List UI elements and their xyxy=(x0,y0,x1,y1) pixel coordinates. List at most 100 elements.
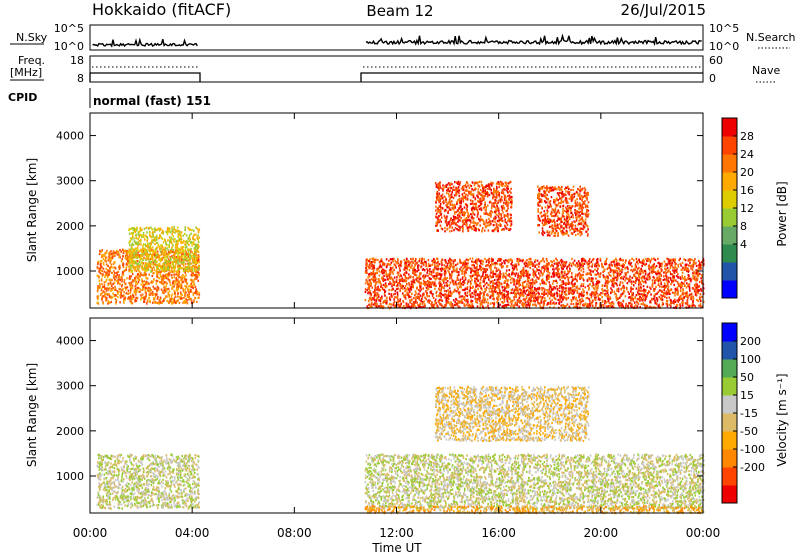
power-data-cell xyxy=(664,271,666,274)
power-data-cell xyxy=(676,270,678,273)
power-data-cell xyxy=(159,273,162,276)
power-data-cell xyxy=(188,291,190,294)
power-data-cell xyxy=(161,278,163,282)
power-data-cell xyxy=(371,261,373,264)
power-data-cell xyxy=(118,274,120,277)
power-data-cell xyxy=(430,270,433,273)
power-data-cell xyxy=(141,280,144,283)
power-data-cell xyxy=(498,263,501,266)
power-data-cell xyxy=(513,298,516,301)
power-data-cell xyxy=(446,284,448,287)
power-data-cell xyxy=(533,291,536,295)
power-data-cell xyxy=(569,267,571,270)
power-data-cell xyxy=(551,282,554,285)
power-data-cell xyxy=(658,261,660,265)
power-data-cell xyxy=(630,280,632,283)
power-data-cell xyxy=(632,292,634,295)
power-data-cell xyxy=(492,285,495,288)
power-data-cell xyxy=(396,282,399,285)
power-data-cell xyxy=(506,274,508,277)
power-data-cell xyxy=(487,294,489,297)
power-data-cell xyxy=(691,264,693,267)
power-data-cell xyxy=(171,293,174,296)
power-data-cell xyxy=(122,271,125,274)
power-data-cell xyxy=(184,232,186,235)
power-data-cell xyxy=(547,268,549,271)
power-data-cell xyxy=(414,270,417,273)
power-data-cell xyxy=(129,269,132,272)
power-data-cell xyxy=(437,260,439,263)
power-data-cell xyxy=(383,288,385,292)
power-data-cell xyxy=(522,287,524,290)
power-data-cell xyxy=(444,269,447,272)
power-data-cell xyxy=(517,276,519,279)
power-data-cell xyxy=(170,267,173,270)
power-data-cell xyxy=(159,301,162,304)
power-data-cell xyxy=(171,282,174,285)
power-data-cell xyxy=(594,273,596,276)
power-data-cell xyxy=(163,281,166,284)
power-data-cell xyxy=(132,256,134,259)
power-data-cell xyxy=(372,269,375,272)
power-data-cell xyxy=(399,273,402,276)
power-data-cell xyxy=(522,290,524,293)
power-data-cell xyxy=(157,301,159,304)
power-data-cell xyxy=(631,276,634,279)
power-data-cell xyxy=(573,259,576,262)
power-data-cell xyxy=(153,268,156,271)
power-data-cell xyxy=(108,252,110,255)
power-data-cell xyxy=(137,244,139,247)
power-data-cell xyxy=(182,246,185,249)
power-data-cell xyxy=(546,273,549,276)
power-data-cell xyxy=(182,301,184,304)
power-data-cell xyxy=(668,262,670,265)
power-data-cell xyxy=(556,266,559,269)
power-data-cell xyxy=(161,301,164,305)
power-data-cell xyxy=(684,263,687,266)
power-data-cell xyxy=(134,269,136,272)
power-data-cell xyxy=(431,259,433,262)
power-data-cell xyxy=(498,283,501,286)
power-data-cell xyxy=(166,274,168,277)
power-data-cell xyxy=(162,267,165,270)
power-data-cell xyxy=(393,281,396,284)
power-data-cell xyxy=(138,265,140,268)
power-data-cell xyxy=(518,281,521,284)
power-data-cell xyxy=(122,255,124,258)
power-data-cell xyxy=(596,260,599,263)
power-data-cell xyxy=(110,295,112,298)
power-data-cell xyxy=(416,270,419,273)
power-data-cell xyxy=(677,263,679,266)
power-data-cell xyxy=(180,238,183,241)
power-data-cell xyxy=(570,292,573,295)
power-data-cell xyxy=(562,275,564,278)
power-data-cell xyxy=(656,278,659,281)
power-data-cell xyxy=(412,257,415,260)
power-data-cell xyxy=(625,286,628,289)
power-data-cell xyxy=(404,261,407,264)
power-data-cell xyxy=(132,243,135,246)
power-data-cell xyxy=(586,262,589,265)
power-data-cell xyxy=(565,261,568,264)
power-data-cell xyxy=(178,237,180,240)
power-data-cell xyxy=(445,267,447,270)
power-data-cell xyxy=(567,280,570,283)
power-data-cell xyxy=(392,287,394,290)
power-data-cell xyxy=(185,234,188,237)
power-data-cell xyxy=(170,236,172,239)
power-data-cell xyxy=(466,265,469,268)
power-data-cell xyxy=(102,253,105,256)
power-data-cell xyxy=(105,256,108,259)
power-data-cell xyxy=(466,294,469,297)
power-data-cell xyxy=(478,285,480,288)
power-data-cell xyxy=(497,259,499,262)
power-data-cell xyxy=(613,259,615,262)
power-data-cell xyxy=(187,262,190,265)
power-data-cell xyxy=(616,262,619,265)
power-data-cell xyxy=(585,273,587,276)
power-data-cell xyxy=(515,288,517,292)
power-data-cell xyxy=(441,268,444,271)
power-data-cell xyxy=(151,274,154,278)
power-data-cell xyxy=(195,266,198,269)
power-data-cell xyxy=(514,293,516,296)
